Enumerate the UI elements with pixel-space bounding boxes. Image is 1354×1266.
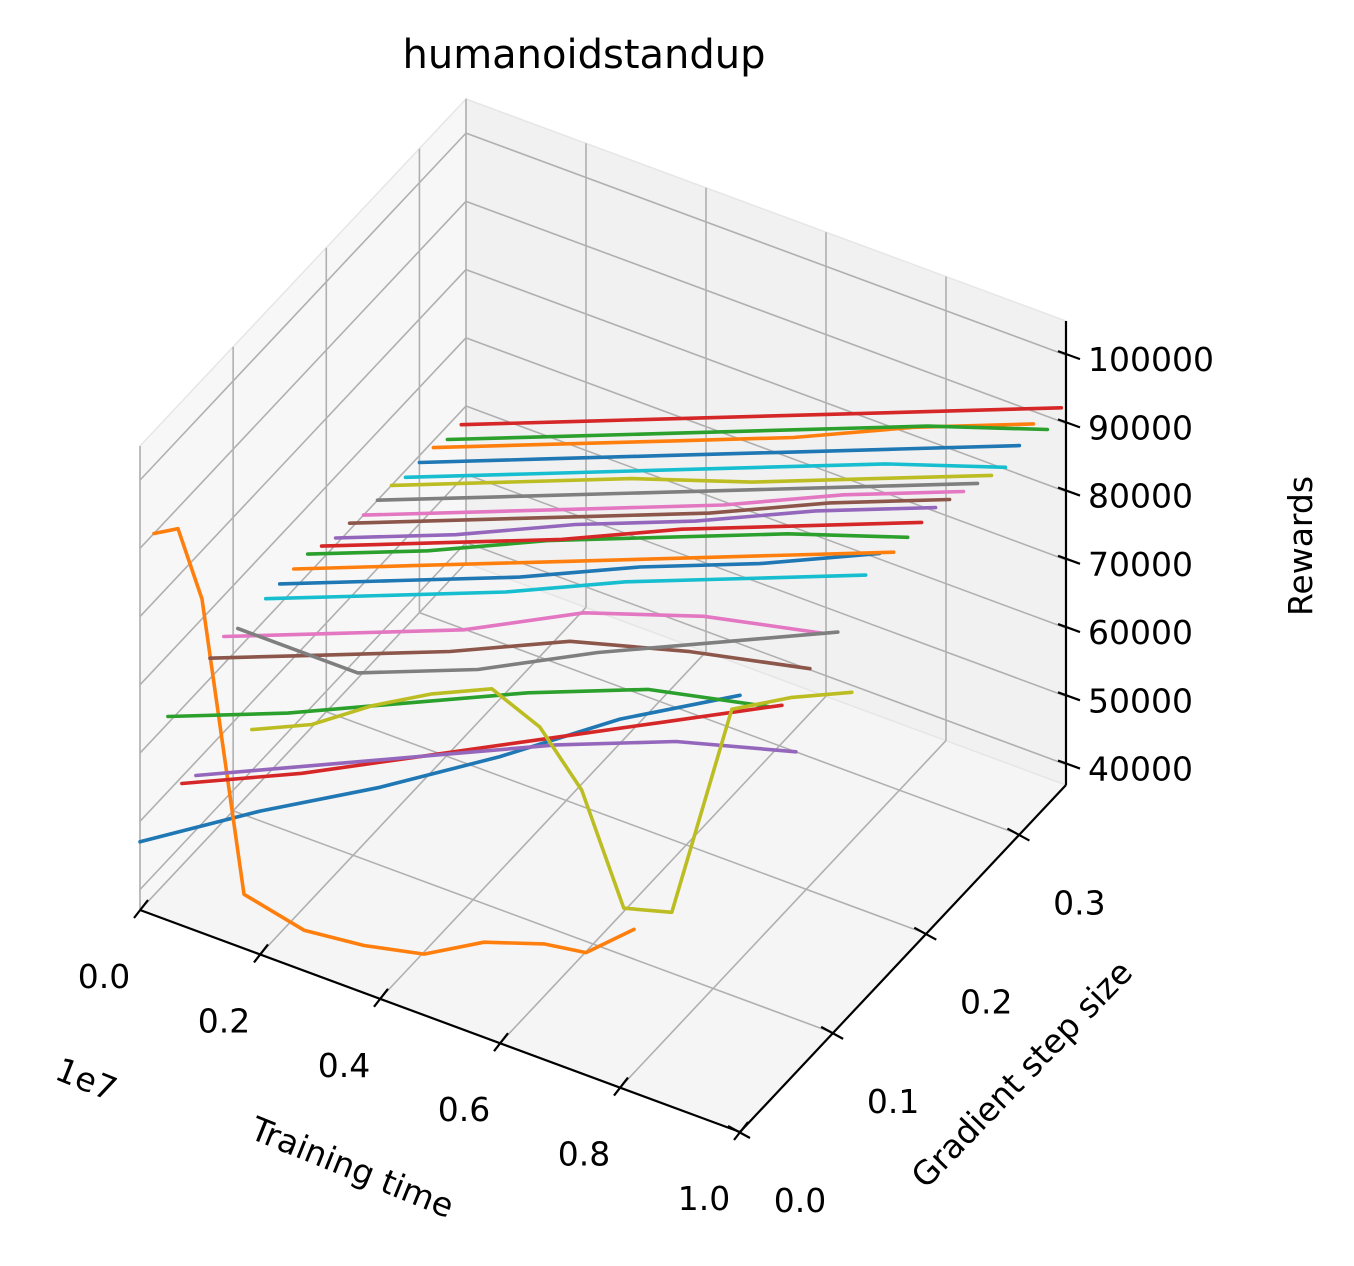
grid-line-x-floor <box>619 740 947 1089</box>
series-line-11 <box>291 550 896 571</box>
grid-line-z-left <box>139 269 467 618</box>
grid-line-z-left <box>139 473 467 822</box>
z-tick-mark <box>1057 759 1081 770</box>
series-line-20 <box>417 443 1022 465</box>
y-axis-label: Gradient step size <box>904 953 1140 1196</box>
series-line-7 <box>236 626 840 675</box>
grid-line-z-back <box>465 268 1067 493</box>
grid-line-z-back <box>465 337 1067 561</box>
grid-line-y-floor <box>419 611 1020 836</box>
z-tick-mark <box>1057 486 1081 497</box>
x-tick-label: 1.0 <box>678 1179 730 1218</box>
z-tick-label: 80000 <box>1088 477 1193 516</box>
series-line-22 <box>445 424 1050 442</box>
x-axis-offset-label: 1e7 <box>50 1050 122 1109</box>
series-line-6 <box>222 610 826 639</box>
z-tick-label: 90000 <box>1088 408 1193 447</box>
grid-line-z-left <box>139 132 467 481</box>
x-tick-mark <box>733 1121 749 1141</box>
grid-line-x-floor <box>259 606 587 955</box>
x-axis-label: Training time <box>244 1109 459 1226</box>
z-tick-mark <box>1057 418 1081 429</box>
x-tick-mark <box>373 988 389 1008</box>
grid-line-z-back <box>465 200 1067 425</box>
series-line-12 <box>305 531 910 556</box>
series-line-19 <box>403 462 1008 480</box>
grid-line-z-left <box>139 337 467 686</box>
series-line-13 <box>319 520 924 548</box>
series-line-2 <box>166 687 770 719</box>
x-tick-label: 0.0 <box>78 957 130 996</box>
chart-title: humanoidstandup <box>402 32 765 78</box>
y-tick-label: 0.1 <box>867 1082 919 1121</box>
z-tick-mark <box>1057 691 1081 702</box>
chart-panes <box>138 97 1068 1133</box>
y-tick-label: 0.2 <box>960 983 1012 1022</box>
series-line-16 <box>361 489 966 517</box>
y-tick-mark <box>1006 827 1030 842</box>
x-tick-label: 0.4 <box>318 1046 370 1085</box>
y-tick-mark <box>820 1025 844 1040</box>
series-line-18 <box>389 473 994 488</box>
chart-series <box>138 405 1064 956</box>
y-tick-label: 0.0 <box>774 1181 826 1220</box>
series-line-15 <box>347 497 952 526</box>
z-tick-label: 40000 <box>1088 750 1193 789</box>
grid-line-z-left <box>139 200 467 549</box>
grid-line-z-left <box>139 541 467 891</box>
z-tick-mark <box>1057 554 1081 565</box>
x-tick-label: 0.8 <box>558 1135 610 1174</box>
series-line-10 <box>277 551 882 586</box>
grid-line-z-left <box>139 405 467 754</box>
series-line-9 <box>263 573 868 601</box>
x-tick-mark <box>493 1032 509 1052</box>
x-tick-mark <box>253 943 269 964</box>
grid-line-y-floor <box>232 810 834 1034</box>
grid-line-x-floor <box>499 695 827 1044</box>
z-axis-label: Rewards <box>1281 476 1320 616</box>
z-tick-mark <box>1057 623 1081 634</box>
z-tick-label: 60000 <box>1088 613 1193 652</box>
y-tick-mark <box>727 1125 751 1139</box>
grid-line-z-back <box>465 541 1067 766</box>
y-tick-mark <box>913 926 937 941</box>
grid-line-z-back <box>465 473 1067 698</box>
x-tick-label: 0.2 <box>198 1001 250 1040</box>
grid-line-z-back <box>465 132 1067 356</box>
series-line-23 <box>459 405 1064 427</box>
series-line-17 <box>375 481 980 503</box>
x-tick-mark <box>133 899 149 919</box>
x-tick-mark <box>613 1076 629 1097</box>
z-tick-label: 50000 <box>1088 681 1193 720</box>
y-tick-label: 0.3 <box>1053 884 1105 923</box>
grid-line-x-floor <box>379 651 707 1000</box>
x-tick-label: 0.6 <box>438 1090 490 1129</box>
x-axis-line <box>139 908 741 1134</box>
series-line-14 <box>333 505 938 540</box>
grid-line-y-floor <box>326 710 927 935</box>
grid-line-x-floor <box>139 562 467 911</box>
z-tick-label: 70000 <box>1088 545 1193 584</box>
y-axis-line <box>739 784 1067 1133</box>
series-line-1 <box>152 526 636 956</box>
series-line-0 <box>138 693 742 844</box>
chart-grid <box>139 99 1067 1133</box>
series-line-8 <box>250 686 854 915</box>
series-line-4 <box>194 739 798 778</box>
series-line-3 <box>180 703 784 786</box>
z-tick-mark <box>1057 350 1081 361</box>
z-tick-label: 100000 <box>1088 340 1214 379</box>
chart-axes: 0.0 0.2 0.4 0.6 0.8 1.0 0.0 0.1 0.2 0.3 40000 50000… <box>78 321 1214 1220</box>
